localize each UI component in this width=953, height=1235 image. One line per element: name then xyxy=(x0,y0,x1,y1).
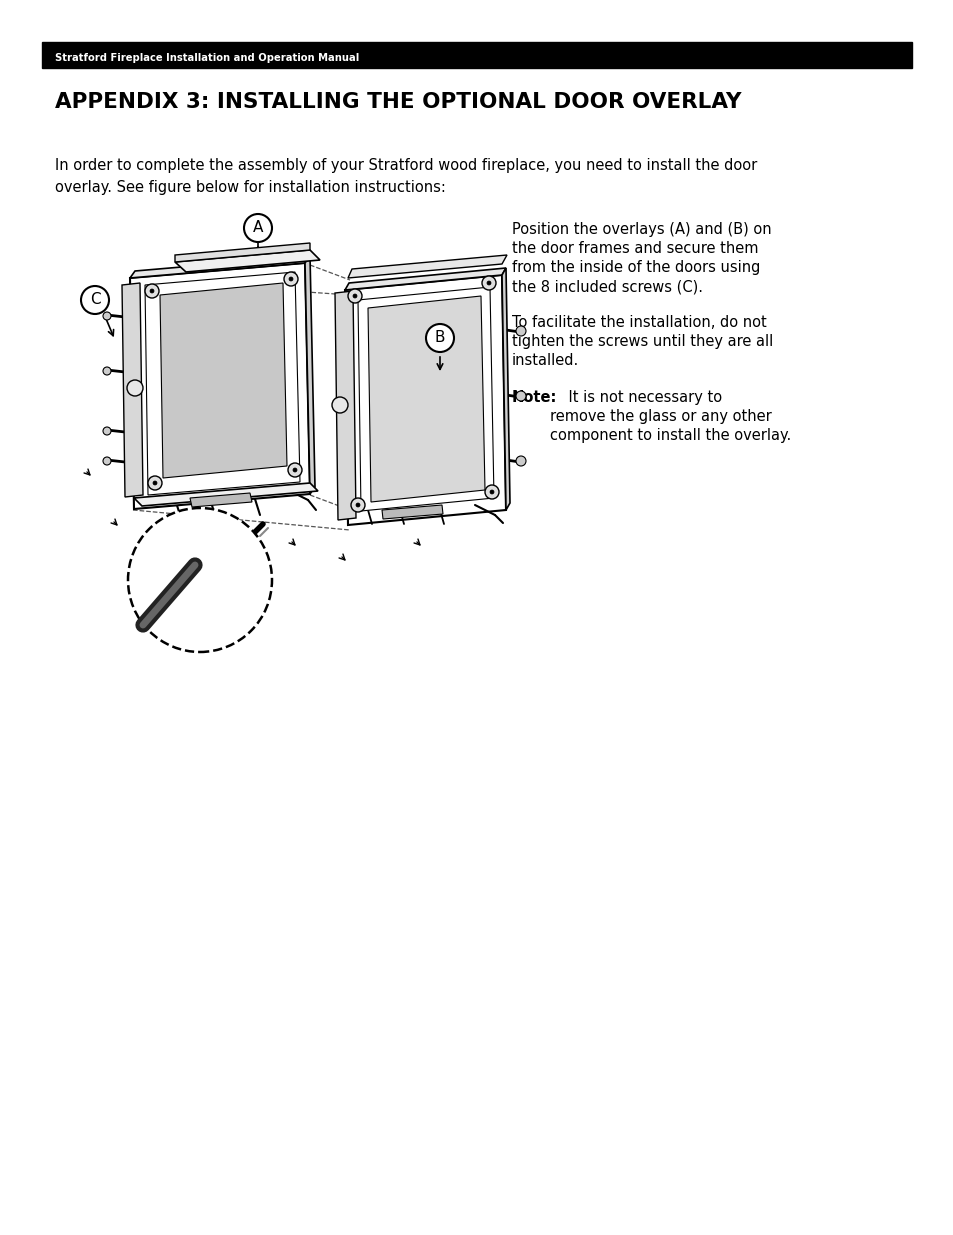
Polygon shape xyxy=(130,256,310,278)
Circle shape xyxy=(103,427,111,435)
Text: tighten the screws until they are all: tighten the screws until they are all xyxy=(512,333,773,350)
Polygon shape xyxy=(345,268,505,290)
Circle shape xyxy=(148,475,162,490)
Circle shape xyxy=(486,282,491,285)
Circle shape xyxy=(81,287,109,314)
Circle shape xyxy=(152,480,157,485)
Text: component to install the overlay.: component to install the overlay. xyxy=(550,429,790,443)
Circle shape xyxy=(332,396,348,412)
Circle shape xyxy=(288,463,302,477)
Polygon shape xyxy=(174,243,310,262)
Circle shape xyxy=(516,326,525,336)
Circle shape xyxy=(128,508,272,652)
Text: B: B xyxy=(435,331,445,346)
Polygon shape xyxy=(160,283,287,478)
Circle shape xyxy=(490,490,494,494)
Polygon shape xyxy=(130,263,310,509)
Circle shape xyxy=(293,468,296,472)
Polygon shape xyxy=(160,283,287,478)
Text: It is not necessary to: It is not necessary to xyxy=(550,390,721,405)
Text: APPENDIX 3: INSTALLING THE OPTIONAL DOOR OVERLAY: APPENDIX 3: INSTALLING THE OPTIONAL DOOR… xyxy=(55,91,740,112)
Text: remove the glass or any other: remove the glass or any other xyxy=(550,409,771,424)
Text: Stratford Fireplace Installation and Operation Manual: Stratford Fireplace Installation and Ope… xyxy=(55,53,359,63)
Circle shape xyxy=(353,294,356,298)
Circle shape xyxy=(484,485,498,499)
Circle shape xyxy=(103,312,111,320)
Polygon shape xyxy=(174,249,319,272)
Circle shape xyxy=(426,324,454,352)
Polygon shape xyxy=(381,505,442,519)
Polygon shape xyxy=(145,272,299,495)
Text: A: A xyxy=(253,221,263,236)
Polygon shape xyxy=(348,254,506,278)
Polygon shape xyxy=(368,296,484,501)
Text: the door frames and secure them: the door frames and secure them xyxy=(512,241,758,256)
Text: Note:: Note: xyxy=(512,390,557,405)
Circle shape xyxy=(348,289,361,303)
Polygon shape xyxy=(305,256,314,494)
Text: Position the overlays (A) and (B) on: Position the overlays (A) and (B) on xyxy=(512,222,771,237)
Text: from the inside of the doors using: from the inside of the doors using xyxy=(512,261,760,275)
Circle shape xyxy=(103,457,111,466)
Circle shape xyxy=(351,498,365,513)
Text: installed.: installed. xyxy=(512,353,578,368)
Circle shape xyxy=(355,503,359,508)
Circle shape xyxy=(145,284,159,298)
Bar xyxy=(42,42,911,68)
Polygon shape xyxy=(133,483,317,506)
Circle shape xyxy=(289,277,293,282)
Polygon shape xyxy=(122,283,143,496)
Circle shape xyxy=(516,456,525,466)
Polygon shape xyxy=(345,275,505,525)
Circle shape xyxy=(244,214,272,242)
Circle shape xyxy=(127,380,143,396)
Polygon shape xyxy=(190,493,252,508)
Polygon shape xyxy=(501,268,510,510)
Circle shape xyxy=(481,275,496,290)
Text: To facilitate the installation, do not: To facilitate the installation, do not xyxy=(512,315,766,330)
Text: In order to complete the assembly of your Stratford wood fireplace, you need to : In order to complete the assembly of you… xyxy=(55,158,757,195)
Circle shape xyxy=(103,367,111,375)
Text: the 8 included screws (C).: the 8 included screws (C). xyxy=(512,279,702,294)
Circle shape xyxy=(150,289,153,293)
Polygon shape xyxy=(357,287,494,511)
Circle shape xyxy=(516,391,525,401)
Polygon shape xyxy=(335,291,355,520)
Circle shape xyxy=(284,272,297,287)
Text: C: C xyxy=(90,293,100,308)
